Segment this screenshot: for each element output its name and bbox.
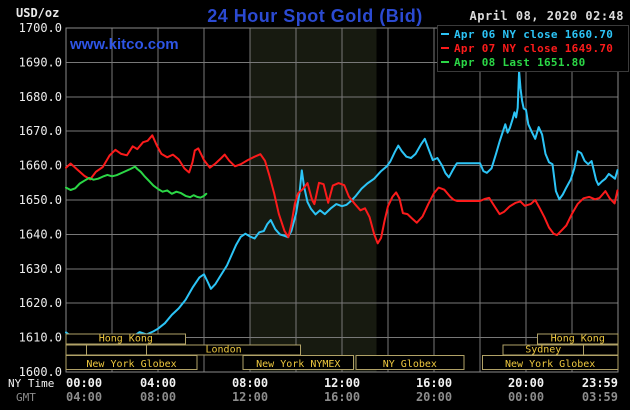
session-box — [355, 355, 465, 371]
apr07-line-swatch — [441, 47, 449, 49]
y-tick-label: 1700.0 — [19, 21, 62, 35]
x-tick-gmt: 03:59 — [582, 390, 618, 404]
session-box — [65, 344, 88, 356]
y-tick-label: 1660.0 — [19, 159, 62, 173]
x-tick-ny: 04:00 — [140, 376, 176, 390]
chart-timestamp: April 08, 2020 02:48 — [469, 9, 624, 23]
series-line-apr07 — [65, 134, 619, 245]
session-box — [65, 355, 198, 371]
plot-border — [65, 27, 619, 373]
session-label: New York Globex — [505, 359, 595, 370]
x-tick-gmt: 00:00 — [508, 390, 544, 404]
x-tick-gmt: 08:00 — [140, 390, 176, 404]
session-box — [583, 344, 619, 356]
session-label: NY Globex — [383, 359, 437, 370]
x-tick-gmt: 16:00 — [324, 390, 360, 404]
y-tick-label: 1690.0 — [19, 55, 62, 69]
page-title: 24 Hour Spot Gold (Bid) — [207, 6, 423, 26]
y-tick-label: 1600.0 — [19, 365, 62, 379]
x-tick-gmt: 20:00 — [416, 390, 452, 404]
legend-box: Apr 06 NY close 1660.70 Apr 07 NY close … — [437, 25, 629, 72]
apr06-line-swatch — [441, 33, 449, 35]
session-box — [65, 333, 187, 345]
apr08-line-swatch — [441, 61, 449, 63]
session-label: Sydney — [525, 344, 561, 355]
legend-item-label: Apr 07 NY close 1649.70 — [454, 41, 614, 55]
legend-item-apr07: Apr 07 NY close 1649.70 — [441, 41, 625, 55]
y-tick-label: 1630.0 — [19, 262, 62, 276]
session-label: London — [205, 344, 241, 355]
session-box — [86, 344, 147, 356]
x-tick-ny: 23:59 — [582, 376, 618, 390]
legend-item-label: Apr 08 Last 1651.80 — [454, 55, 586, 69]
session-box — [242, 355, 355, 371]
gmt-axis-label: GMT — [16, 391, 36, 404]
x-tick-gmt: 04:00 — [66, 390, 102, 404]
y-tick-label: 1640.0 — [19, 227, 62, 241]
legend-item-label: Apr 06 NY close 1660.70 — [454, 27, 614, 41]
ny-time-axis-label: NY Time — [8, 377, 54, 390]
series-line-apr06 — [65, 70, 619, 346]
kitco-watermark-link[interactable]: www.kitco.com — [70, 36, 179, 53]
y-tick-label: 1610.0 — [19, 331, 62, 345]
x-tick-ny: 08:00 — [232, 376, 268, 390]
session-label: New York NYMEX — [256, 359, 340, 370]
session-label: New York Globex — [86, 359, 176, 370]
x-tick-ny: 16:00 — [416, 376, 452, 390]
session-label: Hong Kong — [551, 334, 605, 345]
legend-item-apr06: Apr 06 NY close 1660.70 — [441, 27, 625, 41]
session-box — [146, 344, 302, 356]
y-tick-label: 1650.0 — [19, 193, 62, 207]
y-tick-label: 1620.0 — [19, 296, 62, 310]
x-tick-ny: 12:00 — [324, 376, 360, 390]
y-tick-label: 1670.0 — [19, 124, 62, 138]
series-line-apr08 — [65, 165, 208, 199]
x-tick-ny: 00:00 — [66, 376, 102, 390]
session-box — [537, 333, 619, 345]
session-label: Hong Kong — [99, 334, 153, 345]
x-tick-gmt: 12:00 — [232, 390, 268, 404]
legend-item-apr08: Apr 08 Last 1651.80 — [441, 55, 625, 69]
y-axis-unit-label: USD/oz — [16, 6, 60, 20]
y-tick-label: 1680.0 — [19, 90, 62, 104]
x-tick-ny: 20:00 — [508, 376, 544, 390]
session-box — [481, 355, 619, 371]
